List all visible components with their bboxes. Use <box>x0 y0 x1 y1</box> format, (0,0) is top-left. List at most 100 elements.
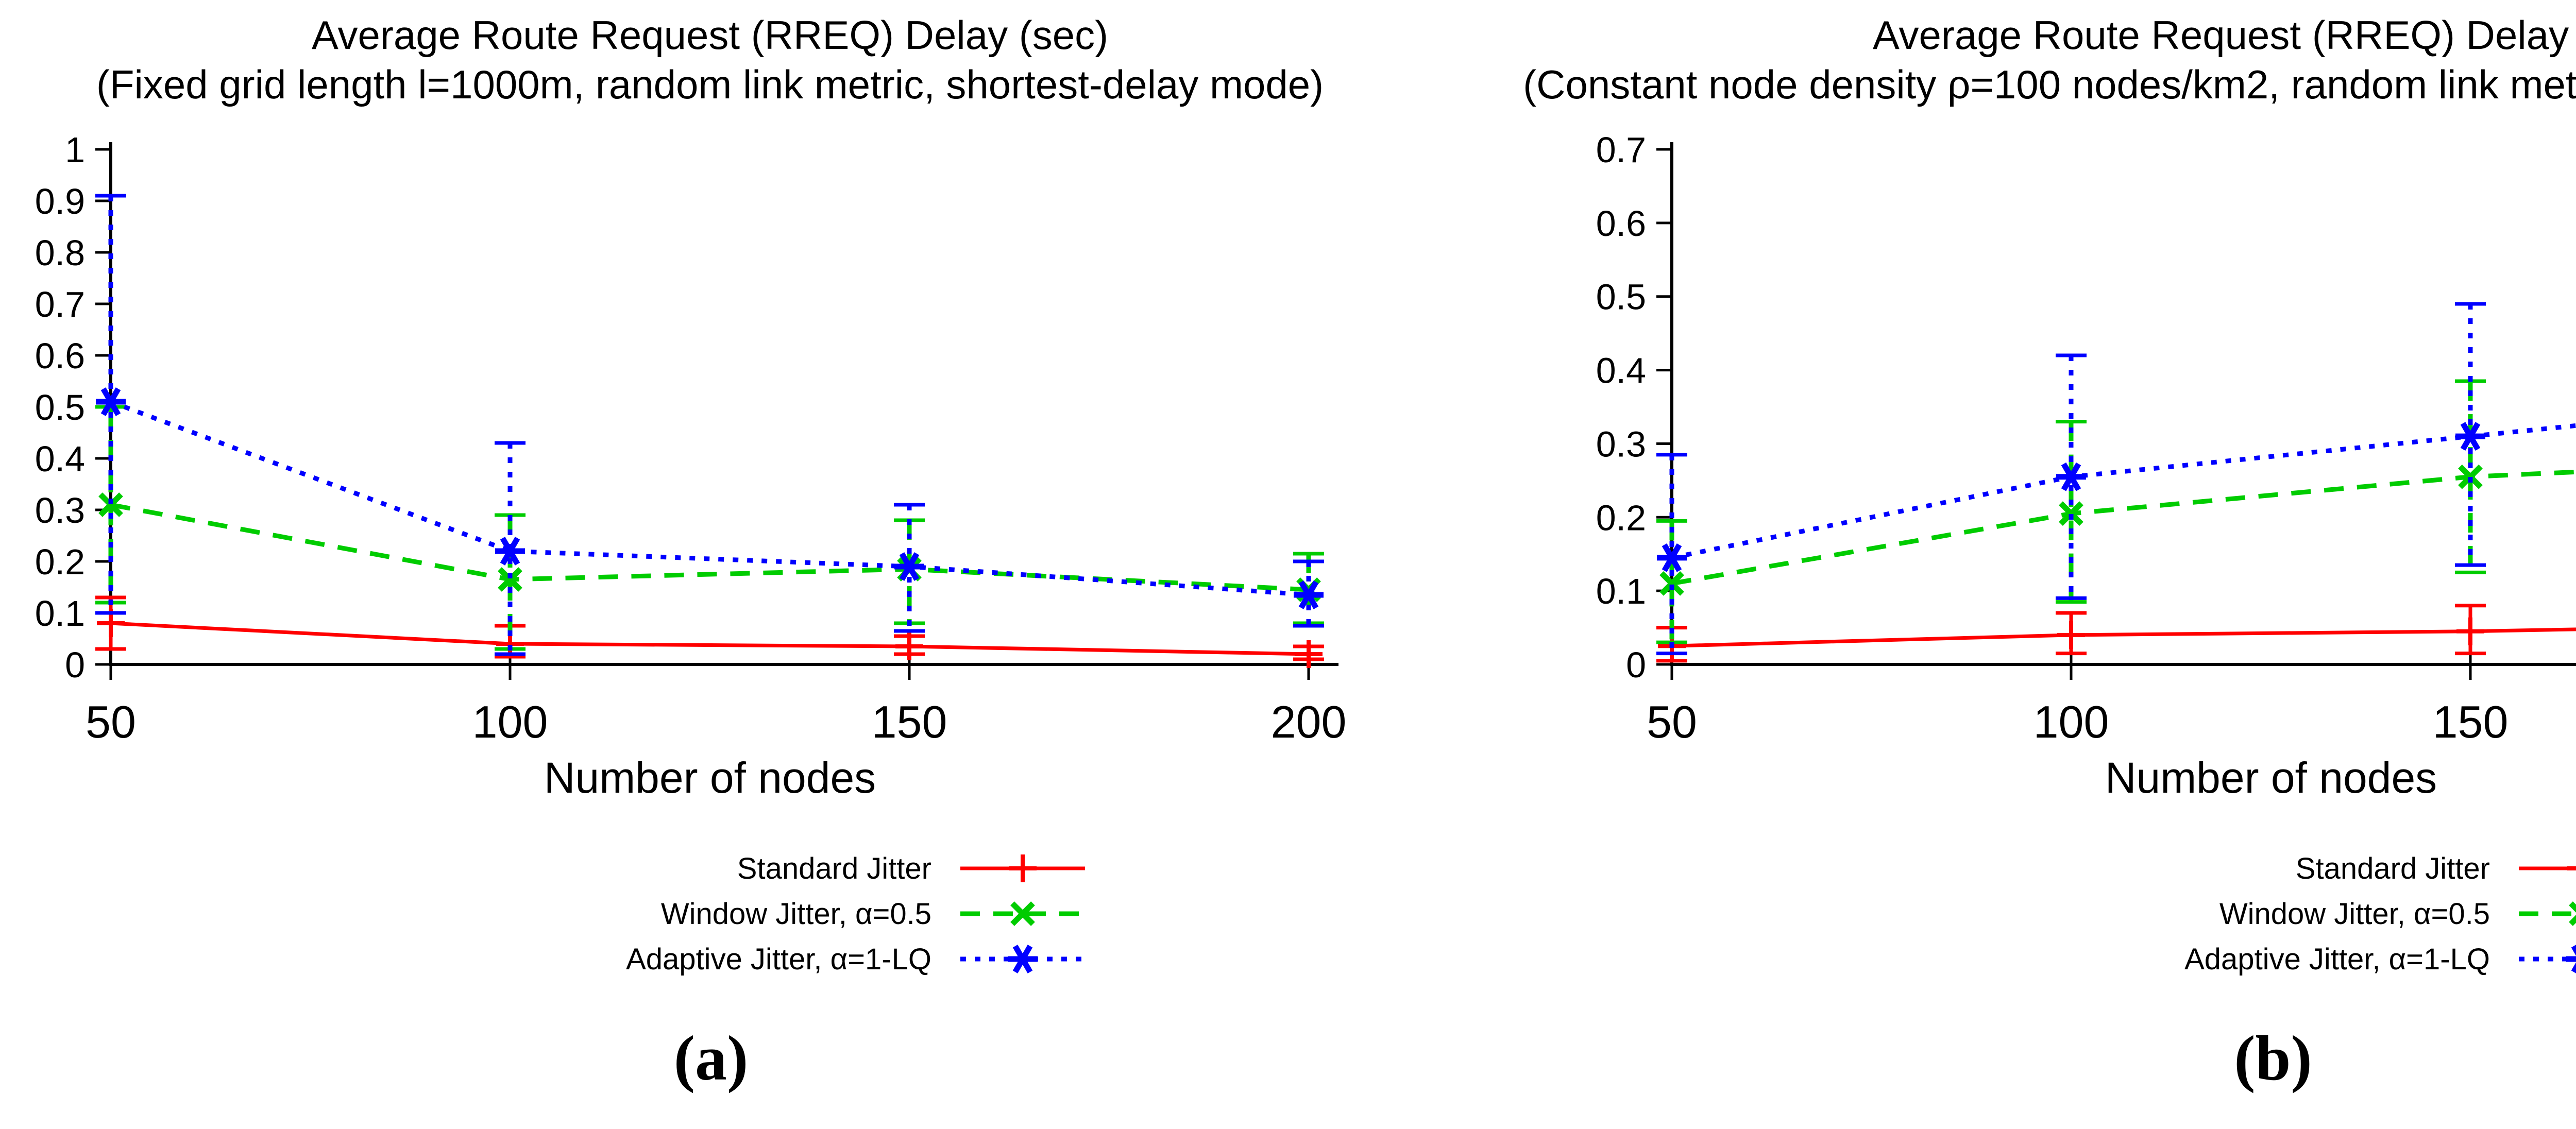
legend-item: Adaptive Jitter, α=1-LQ <box>2125 936 2576 982</box>
plus-marker <box>2456 617 2484 645</box>
legend-sample-line <box>960 854 1085 882</box>
legend-item: Window Jitter, α=0.5 <box>567 891 1087 936</box>
chart-b-title: Average Route Request (RREQ) Delay (sec)… <box>1447 10 2576 109</box>
chart-panel-b: 00.10.20.30.40.50.60.750100150200 <box>1596 130 2576 747</box>
plus-marker <box>895 632 923 660</box>
series-standard-jitter <box>95 595 1324 668</box>
y-tick-label: 0.5 <box>1596 277 1646 317</box>
legend-item: Standard Jitter <box>567 846 1087 891</box>
y-tick-label: 0.2 <box>1596 498 1646 538</box>
marker-stroke <box>2460 422 2481 451</box>
legend-item: Adaptive Jitter, α=1-LQ <box>567 936 1087 982</box>
marker-stroke <box>1298 580 1319 609</box>
y-tick-label: 0.6 <box>1596 203 1646 244</box>
marker-stroke <box>1662 543 1682 572</box>
y-tick-label: 0.1 <box>35 593 85 634</box>
asterisk-marker <box>96 387 126 416</box>
x-marker <box>2458 464 2483 489</box>
chart-a-title-line1: Average Route Request (RREQ) Delay (sec) <box>311 12 1109 58</box>
x-marker <box>1659 571 1684 596</box>
x-tick-label: 200 <box>1271 696 1347 747</box>
plus-marker <box>2567 866 2576 870</box>
plus-marker <box>1009 854 1037 882</box>
series-line <box>110 399 1309 597</box>
legend-label: Standard Jitter <box>737 851 931 885</box>
marker-stroke <box>100 387 121 416</box>
series-line <box>110 621 1309 656</box>
legend-item: Window Jitter, α=0.5 <box>2125 891 2576 936</box>
legend-sample-line <box>960 945 1085 973</box>
marker-stroke <box>2569 901 2576 913</box>
plus-marker <box>1295 640 1323 668</box>
series-standard-jitter <box>1656 604 2576 663</box>
legend-label: Window Jitter, α=0.5 <box>660 897 931 931</box>
x-tick-label: 50 <box>1647 696 1697 747</box>
chart-a-xaxis-label: Number of nodes <box>544 754 876 802</box>
marker-stroke <box>1010 901 1035 926</box>
chart-b-legend: Standard Jitter Window Jitter, α=0.5 Adapt… <box>2125 846 2576 982</box>
asterisk-marker <box>1008 945 1038 973</box>
plus-marker <box>2057 621 2085 649</box>
y-tick-label: 0.3 <box>35 490 85 531</box>
legend-sample-line <box>2519 901 2576 926</box>
legend-label: Window Jitter, α=0.5 <box>2219 897 2490 931</box>
x-marker <box>498 567 522 592</box>
series-adaptive-jitter-1-lq <box>1656 302 2576 656</box>
legend-item: Standard Jitter <box>2125 846 2576 891</box>
y-tick-label: 0.5 <box>35 387 85 427</box>
series-line <box>1671 627 2576 648</box>
legend-label: Adaptive Jitter, α=1-LQ <box>626 942 931 976</box>
marker-stroke <box>500 537 520 566</box>
asterisk-marker <box>2455 422 2485 451</box>
x-tick-label: 100 <box>2033 696 2109 747</box>
marker-stroke <box>1012 945 1033 973</box>
marker-stroke <box>2061 462 2081 491</box>
legend-sample-line <box>2519 945 2576 973</box>
y-tick-label: 0 <box>1626 645 1646 685</box>
asterisk-marker <box>1294 580 1324 609</box>
y-tick-label: 0 <box>65 645 85 685</box>
chart-b-title-line1: Average Route Request (RREQ) Delay (sec) <box>1872 12 2576 58</box>
marker-stroke <box>2569 915 2576 926</box>
y-tick-label: 1 <box>65 130 85 170</box>
y-tick-label: 0.4 <box>1596 351 1646 391</box>
x-tick-label: 50 <box>86 696 136 747</box>
y-tick-label: 0.6 <box>35 336 85 376</box>
panel-a-caption: (a) <box>673 1023 749 1093</box>
series-line <box>1671 423 2576 560</box>
legend-sample-line <box>2519 866 2576 870</box>
series-window-jitter-0-5 <box>95 405 1324 651</box>
chart-b-xaxis-label: Number of nodes <box>2105 754 2437 802</box>
asterisk-marker <box>1657 543 1687 572</box>
series-line <box>110 502 1309 592</box>
chart-a-title-line2: (Fixed grid length l=1000m, random link … <box>96 62 1324 107</box>
asterisk-marker <box>894 552 924 581</box>
x-marker <box>2569 901 2576 926</box>
series-window-jitter-0-5 <box>1656 379 2576 644</box>
chart-a-title: Average Route Request (RREQ) Delay (sec)… <box>0 10 1431 109</box>
y-tick-label: 0.3 <box>1596 424 1646 464</box>
series-adaptive-jitter-1-lq <box>95 194 1324 656</box>
x-tick-label: 100 <box>472 696 548 747</box>
y-tick-label: 0.7 <box>1596 130 1646 170</box>
y-tick-label: 0.1 <box>1596 571 1646 611</box>
marker-stroke <box>1659 571 1684 596</box>
x-tick-label: 150 <box>872 696 947 747</box>
y-tick-label: 0.8 <box>35 233 85 273</box>
panel-b-caption: (b) <box>2234 1023 2312 1093</box>
chart-b-title-line2: (Constant node density ρ=100 nodes/km2, … <box>1523 62 2576 107</box>
x-marker <box>1010 901 1035 926</box>
legend-label: Adaptive Jitter, α=1-LQ <box>2184 942 2490 976</box>
asterisk-marker <box>2056 462 2086 491</box>
x-marker <box>2059 501 2083 526</box>
series-line <box>1671 469 2576 586</box>
chart-a-legend: Standard Jitter Window Jitter, α=0.5 Adapt… <box>567 846 1087 982</box>
marker-stroke <box>899 552 920 581</box>
x-tick-label: 150 <box>2433 696 2509 747</box>
legend-sample-line <box>960 901 1085 926</box>
marker-stroke <box>98 492 123 517</box>
asterisk-marker <box>495 537 525 566</box>
